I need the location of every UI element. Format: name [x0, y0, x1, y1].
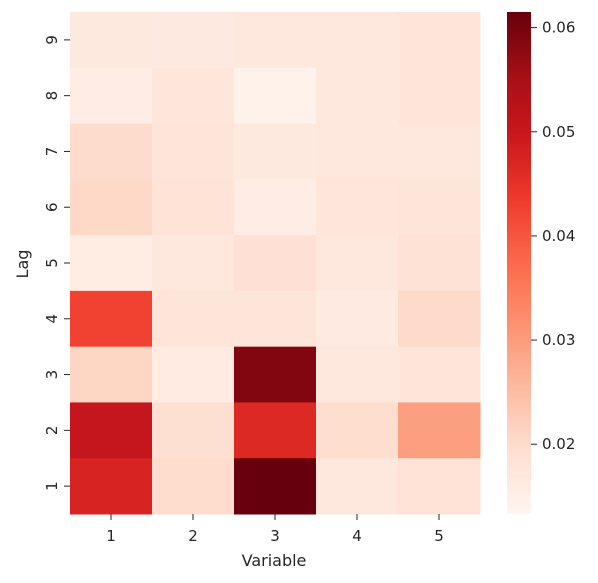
- y-tick-label: 6: [43, 202, 61, 212]
- heatmap-cell-lag-3-var-5: [398, 346, 481, 403]
- heatmap-cell-lag-5-var-4: [316, 235, 399, 292]
- y-tick-label: 8: [43, 91, 61, 101]
- colorbar: 0.02 0.03 0.04 0.05 0.06: [507, 12, 575, 514]
- heatmap-cell-lag-9-var-3: [234, 12, 317, 69]
- x-tick-label: 3: [270, 527, 280, 545]
- heatmap-cell-lag-5-var-5: [398, 235, 481, 292]
- heatmap-cell-lag-5-var-1: [70, 235, 153, 292]
- heatmap-cell-lag-3-var-1: [70, 346, 153, 403]
- heatmap-cell-lag-9-var-5: [398, 12, 481, 69]
- heatmap-cell-lag-4-var-3: [234, 290, 317, 348]
- heatmap-cell-lag-6-var-5: [398, 179, 481, 236]
- heatmap-cell-lag-1-var-3: [234, 458, 317, 515]
- heatmap-cell-lag-6-var-3: [234, 179, 317, 236]
- heatmap-cell-lag-1-var-2: [152, 458, 235, 515]
- heatmap-cell-lag-6-var-2: [152, 179, 235, 236]
- heatmap-cell-lag-7-var-1: [70, 123, 153, 180]
- y-tick-label: 9: [43, 35, 61, 45]
- heatmap-cell-lag-3-var-3: [234, 346, 317, 403]
- heatmap-cell-lag-1-var-5: [398, 458, 481, 515]
- colorbar-tick-label: 0.02: [542, 435, 575, 453]
- y-tick-label: 7: [43, 147, 61, 157]
- heatmap-cell-lag-4-var-1: [70, 290, 153, 348]
- x-tick-label: 1: [106, 527, 116, 545]
- heatmap-cell-lag-8-var-4: [316, 67, 399, 125]
- heatmap-cell-lag-2-var-2: [152, 402, 235, 459]
- heatmap-cell-lag-1-var-1: [70, 458, 153, 515]
- heatmap-cell-lag-7-var-2: [152, 123, 235, 180]
- y-tick-label: 5: [43, 258, 61, 268]
- heatmap-cell-lag-4-var-2: [152, 290, 235, 348]
- colorbar-tick-label: 0.04: [542, 227, 575, 245]
- heatmap-cell-lag-8-var-3: [234, 67, 317, 125]
- y-tick-label: 4: [43, 314, 61, 324]
- heatmap-cell-lag-3-var-2: [152, 346, 235, 403]
- colorbar-tick-label: 0.06: [542, 19, 575, 37]
- heatmap-cell-lag-9-var-2: [152, 12, 235, 69]
- colorbar-tick-label: 0.05: [542, 123, 575, 141]
- heatmap-cell-lag-6-var-4: [316, 179, 399, 236]
- heatmap-cell-lag-2-var-5: [398, 402, 481, 459]
- x-axis-ticks: 1 2 3 4 5: [106, 514, 444, 545]
- x-tick-label: 5: [434, 527, 444, 545]
- heatmap-cell-lag-9-var-4: [316, 12, 399, 69]
- heatmap-cell-lag-4-var-4: [316, 290, 399, 348]
- y-axis-ticks: 9 8 7 6 5 4 3 2 1: [43, 35, 70, 491]
- heatmap-cell-lag-7-var-3: [234, 123, 317, 180]
- heatmap-cell-lag-8-var-1: [70, 67, 153, 125]
- heatmap-cell-lag-2-var-4: [316, 402, 399, 459]
- heatmap-cell-lag-8-var-5: [398, 67, 481, 125]
- x-axis-title: Variable: [242, 551, 307, 570]
- heatmap-cell-lag-7-var-5: [398, 123, 481, 180]
- heatmap-cell-lag-6-var-1: [70, 179, 153, 236]
- x-tick-label: 2: [188, 527, 198, 545]
- heatmap-cell-lag-7-var-4: [316, 123, 399, 180]
- colorbar-gradient: [507, 12, 531, 514]
- heatmap-cell-lag-9-var-1: [70, 12, 153, 69]
- heatmap-cell-lag-5-var-2: [152, 235, 235, 292]
- colorbar-tick-label: 0.03: [542, 331, 575, 349]
- x-tick-label: 4: [352, 527, 362, 545]
- heatmap-cell-lag-2-var-1: [70, 402, 153, 459]
- y-tick-label: 2: [43, 426, 61, 436]
- y-tick-label: 3: [43, 370, 61, 380]
- heatmap-cell-lag-5-var-3: [234, 235, 317, 292]
- heatmap-cell-lag-4-var-5: [398, 290, 481, 348]
- heatmap-cell-lag-8-var-2: [152, 67, 235, 125]
- y-axis-title: Lag: [13, 250, 32, 279]
- heatmap-cell-lag-1-var-4: [316, 458, 399, 515]
- heatmap-cell-lag-2-var-3: [234, 402, 317, 459]
- heatmap-cells: [70, 12, 481, 515]
- heatmap-cell-lag-3-var-4: [316, 346, 399, 403]
- y-tick-label: 1: [43, 481, 61, 491]
